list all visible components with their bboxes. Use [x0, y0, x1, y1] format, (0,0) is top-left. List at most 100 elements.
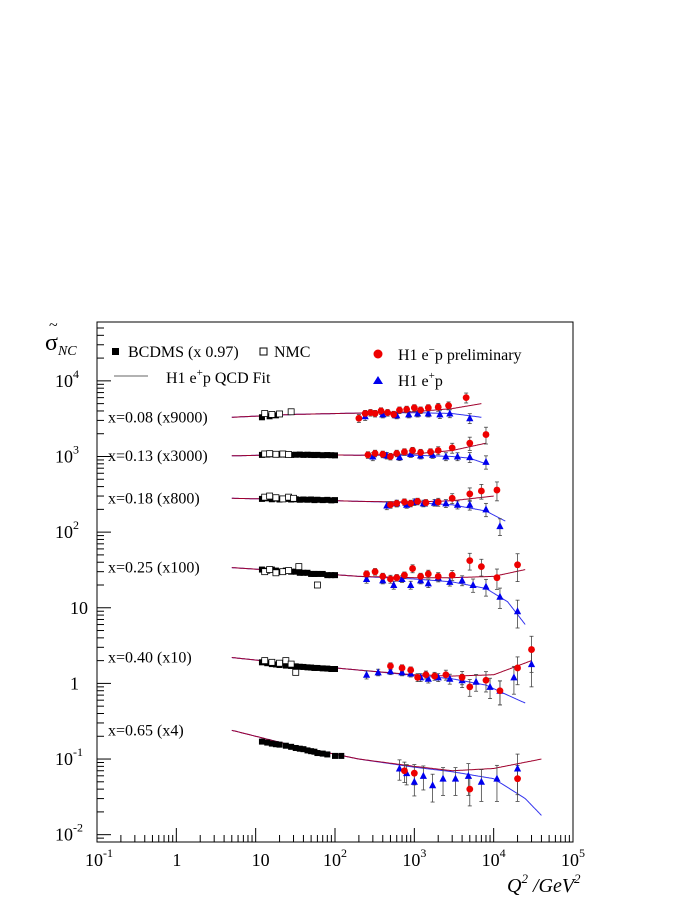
y-tick-label: 10 [70, 598, 88, 618]
nmc-point [285, 567, 292, 574]
bcdms-point [328, 666, 335, 673]
h1-em-point [514, 561, 521, 569]
nmc-point [290, 494, 297, 502]
bcdms-point [292, 568, 299, 575]
x-axis-title-sup1: 2 [521, 871, 528, 886]
nmc-point [282, 657, 290, 665]
h1-ep-point [436, 410, 444, 418]
legend-bcdms-marker [112, 348, 119, 355]
bcdms-point [292, 451, 299, 458]
h1-ep-point [386, 667, 395, 675]
nmc-point [276, 410, 283, 418]
bcdms-point [304, 451, 311, 458]
h1-em-point [434, 447, 442, 454]
bcdms-point [319, 570, 326, 577]
legend-h1-ep-label: H1 e+p [398, 370, 443, 390]
y-tick-label-base: 10 [55, 749, 73, 769]
h1-ep-point [451, 774, 460, 782]
h1-em-point [355, 414, 363, 422]
bcdms-point [272, 661, 279, 668]
nmc-point [287, 660, 295, 668]
h1-em-point [422, 499, 430, 507]
legend-fit-text2: p QCD Fit [203, 370, 271, 387]
h1-ep-point [466, 453, 474, 461]
h1-em-point [496, 687, 504, 695]
h1-em-point [427, 448, 434, 456]
nmc-point [266, 566, 274, 573]
legend: BCDMS (x 0.97) NMC H1 e+p QCD Fit H1 e−p… [112, 344, 522, 390]
h1-ep-point [446, 674, 454, 682]
x-axis-title-mid: /GeV [528, 875, 577, 897]
nmc-point [266, 492, 274, 500]
legend-h1-em-text2: p preliminary [435, 347, 522, 364]
legend-h1-ep-marker [373, 376, 383, 384]
h1-ep-point [513, 607, 522, 615]
bcdms-point [314, 570, 321, 577]
h1-ep-point [410, 777, 418, 785]
bcdms-point [324, 665, 331, 672]
h1-em-point [477, 487, 485, 495]
h1-em-point [466, 490, 474, 498]
bcdms-point [292, 663, 299, 670]
bcdms-point [276, 741, 283, 748]
x-tick-label: 105 [561, 846, 585, 870]
bcdms-point [258, 414, 265, 421]
bcdms-point [300, 569, 307, 576]
h1-em-point [387, 453, 394, 460]
legend-h1-em-marker [373, 349, 383, 359]
h1-ep-point [466, 500, 474, 508]
bcdms-point [272, 412, 279, 419]
h1-em-point [387, 575, 394, 583]
x-tick-label-exp: 5 [579, 846, 585, 860]
bcdms-point [314, 451, 321, 458]
h1-em-point [377, 407, 385, 415]
h1-ep-point [398, 668, 406, 676]
h1-em-point [448, 571, 456, 579]
nmc-point [261, 657, 269, 665]
h1-em-point [424, 570, 432, 578]
bcdms-point [296, 745, 303, 752]
bcdms-point [314, 750, 321, 757]
h1-em-point [363, 570, 370, 578]
legend-h1-ep-text1: H1 e [398, 373, 429, 390]
h1-em-point [424, 404, 432, 412]
h1-em-point [407, 666, 415, 674]
y-tick-label-exp: 4 [73, 367, 79, 381]
x-tick-label: 1 [172, 850, 181, 870]
nmc-point [279, 450, 287, 458]
x-tick-label: 103 [402, 846, 426, 870]
h1-ep-point [446, 577, 454, 585]
bin-label: x=0.40 (x10) [108, 649, 192, 666]
h1-ep-point [439, 774, 447, 782]
x-tick-label: 102 [323, 846, 347, 870]
qcd-fit-curves [231, 403, 542, 816]
legend-bcdms-label: BCDMS (x 0.97) [128, 344, 239, 361]
axis-ticks [96, 321, 574, 843]
bcdms-point [300, 451, 307, 458]
h1-em-point [493, 574, 501, 582]
y-tick-label-base: 10 [55, 522, 73, 542]
h1-ep-point [486, 682, 494, 690]
h1-ep-point [374, 668, 382, 676]
bcdms-point [319, 750, 326, 757]
h1-em-point [434, 403, 442, 411]
h1-ep-point [419, 771, 427, 779]
bcdms-point [300, 663, 307, 670]
h1-ep-point [510, 673, 518, 681]
nmc-point [279, 495, 287, 503]
x-tick-label-exp: 3 [420, 846, 426, 860]
h1-em-point [417, 449, 425, 456]
h1-ep-point [362, 670, 371, 678]
x-axis-title-sup2: 2 [574, 871, 581, 886]
h1-em-point [466, 683, 474, 691]
h1-em-point [396, 406, 403, 414]
nmc-point [268, 658, 276, 666]
h1-em-point [442, 671, 450, 679]
legend-h1-em-sup: − [429, 344, 435, 356]
nmc-point [272, 494, 280, 502]
h1-ep-point [414, 409, 422, 417]
h1-ep-point [398, 575, 406, 583]
nmc-point [266, 450, 274, 458]
h1-ep-point [482, 505, 490, 513]
